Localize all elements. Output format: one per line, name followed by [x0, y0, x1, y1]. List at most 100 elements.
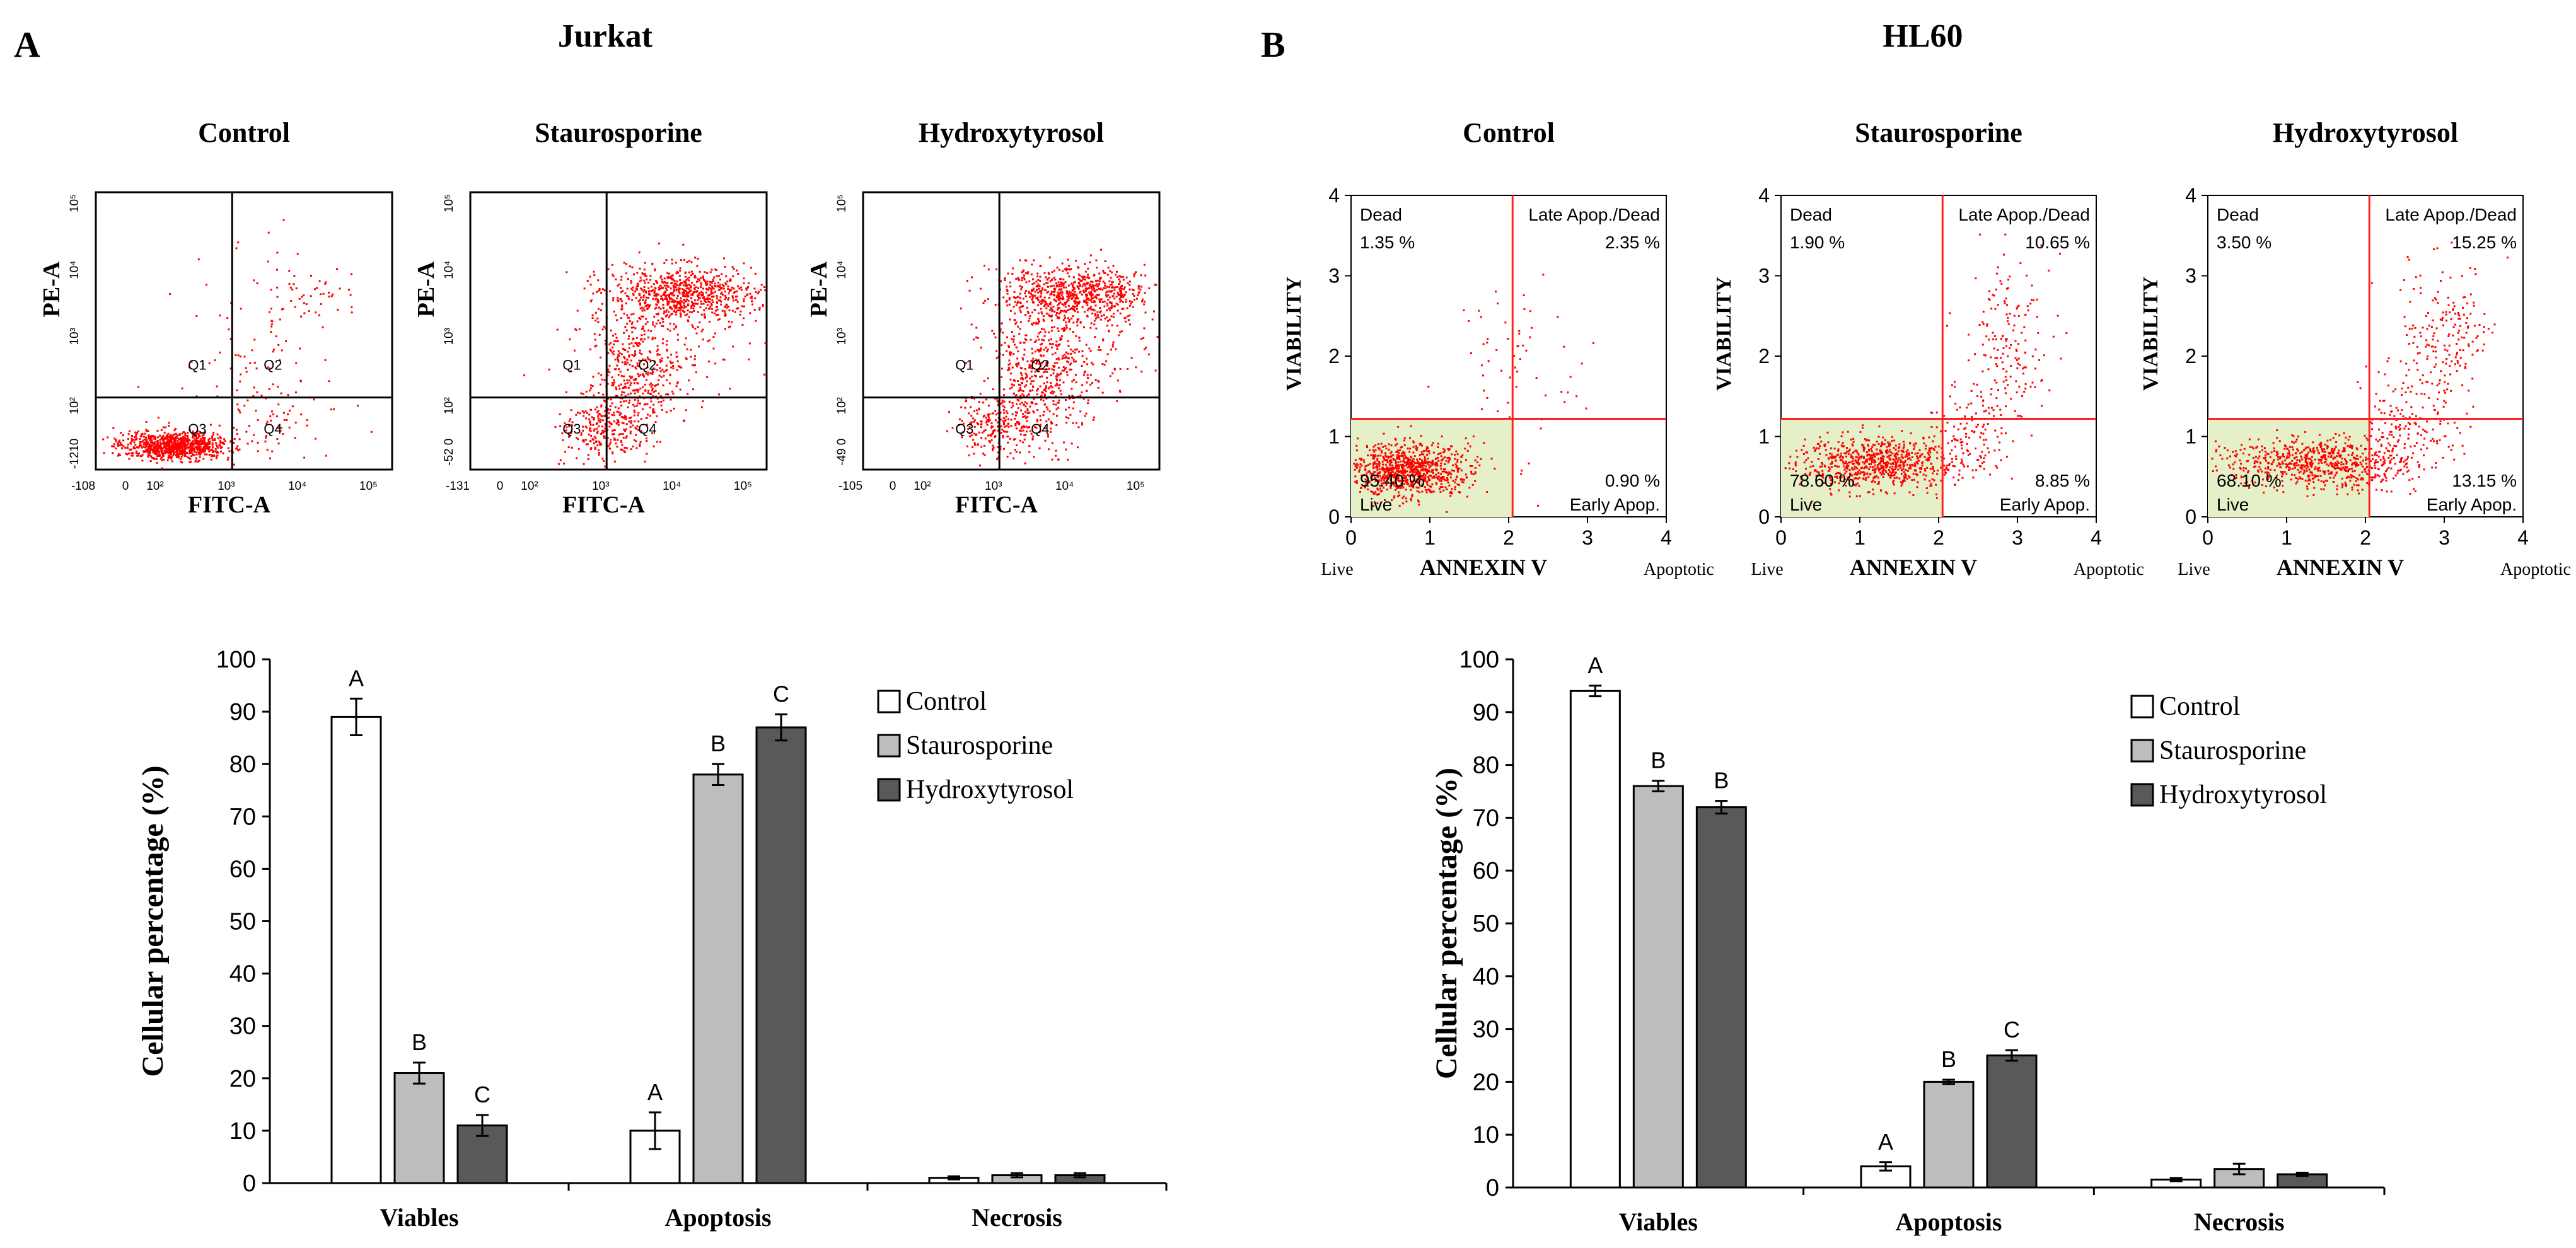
dot	[1059, 299, 1061, 301]
quadrant-label: Q2	[1031, 357, 1049, 373]
dot	[1075, 294, 1077, 296]
dot	[1117, 309, 1119, 312]
dot	[1018, 429, 1021, 432]
dot	[700, 293, 702, 296]
dot	[277, 427, 279, 429]
dot	[1107, 290, 1110, 292]
quadrant-label: Q3	[955, 421, 973, 437]
dot	[1037, 299, 1039, 301]
dot	[1029, 377, 1031, 379]
dot	[620, 393, 623, 396]
dot	[1055, 300, 1058, 303]
y-tick-label: 0	[835, 439, 849, 446]
dot	[1022, 413, 1024, 415]
dot	[719, 284, 721, 286]
dot	[601, 458, 604, 460]
dot	[203, 448, 206, 450]
dot	[1415, 479, 1418, 482]
dot	[1063, 328, 1065, 331]
dot	[1006, 290, 1009, 292]
dot	[1047, 361, 1049, 364]
x-tick-label: 0	[497, 480, 504, 493]
dot	[691, 311, 693, 313]
dot	[570, 432, 572, 434]
dot	[637, 420, 640, 423]
dot	[257, 441, 259, 444]
dot	[1429, 465, 1432, 468]
dot	[680, 366, 683, 369]
dot	[1426, 454, 1428, 456]
dot	[1133, 294, 1135, 297]
dot	[687, 304, 689, 307]
dot	[1051, 390, 1053, 393]
dot	[151, 435, 154, 437]
dot	[149, 448, 151, 450]
dot	[1435, 482, 1437, 484]
dot	[628, 347, 630, 349]
dot	[286, 419, 288, 421]
dot	[971, 276, 973, 279]
dot	[1031, 402, 1034, 404]
dot	[1108, 280, 1111, 282]
dot	[1019, 297, 1021, 299]
dot	[1004, 342, 1006, 344]
dot	[1035, 297, 1038, 299]
dot	[676, 369, 678, 371]
dot	[1093, 287, 1095, 290]
dot	[1056, 267, 1059, 269]
dot	[670, 287, 672, 290]
dot	[1384, 454, 1387, 456]
dot	[197, 258, 200, 260]
dot	[997, 421, 999, 424]
dot	[617, 357, 619, 360]
dot	[609, 441, 612, 444]
dot	[1015, 277, 1018, 280]
dot	[638, 251, 641, 253]
dot	[316, 287, 318, 289]
dot	[697, 303, 699, 305]
dot	[168, 440, 170, 442]
dot	[208, 362, 211, 364]
dot	[647, 329, 650, 332]
dot	[212, 454, 215, 456]
dot	[663, 294, 666, 296]
dot	[1039, 430, 1041, 433]
dot	[714, 332, 716, 335]
dot	[639, 338, 642, 341]
dot	[1059, 278, 1062, 280]
dot	[665, 297, 668, 299]
dot	[612, 275, 615, 277]
dot	[722, 287, 725, 290]
dot	[1059, 384, 1061, 386]
dot	[1009, 378, 1012, 381]
dot	[1069, 413, 1072, 416]
dot	[676, 355, 678, 358]
dot	[1026, 416, 1029, 419]
dot	[968, 432, 971, 434]
dot	[291, 288, 294, 291]
dot	[680, 307, 683, 309]
dot	[676, 360, 679, 362]
dot	[1461, 454, 1464, 456]
dot	[1089, 374, 1092, 376]
dot	[1028, 445, 1031, 447]
dot	[1025, 259, 1028, 262]
dot	[303, 302, 305, 304]
dot	[1125, 276, 1128, 279]
dot	[134, 436, 136, 439]
dot	[1057, 296, 1060, 298]
dot	[1025, 272, 1028, 274]
dot	[1011, 273, 1014, 275]
dot	[982, 302, 985, 304]
dot	[1412, 482, 1414, 485]
dot	[1078, 302, 1080, 304]
dot	[195, 451, 198, 454]
dot	[647, 292, 650, 295]
dot	[668, 316, 670, 318]
dot	[236, 389, 238, 391]
dot	[1367, 454, 1369, 456]
dot	[688, 283, 690, 286]
dot	[589, 420, 591, 423]
dot	[1422, 479, 1425, 482]
dot	[1426, 470, 1429, 473]
